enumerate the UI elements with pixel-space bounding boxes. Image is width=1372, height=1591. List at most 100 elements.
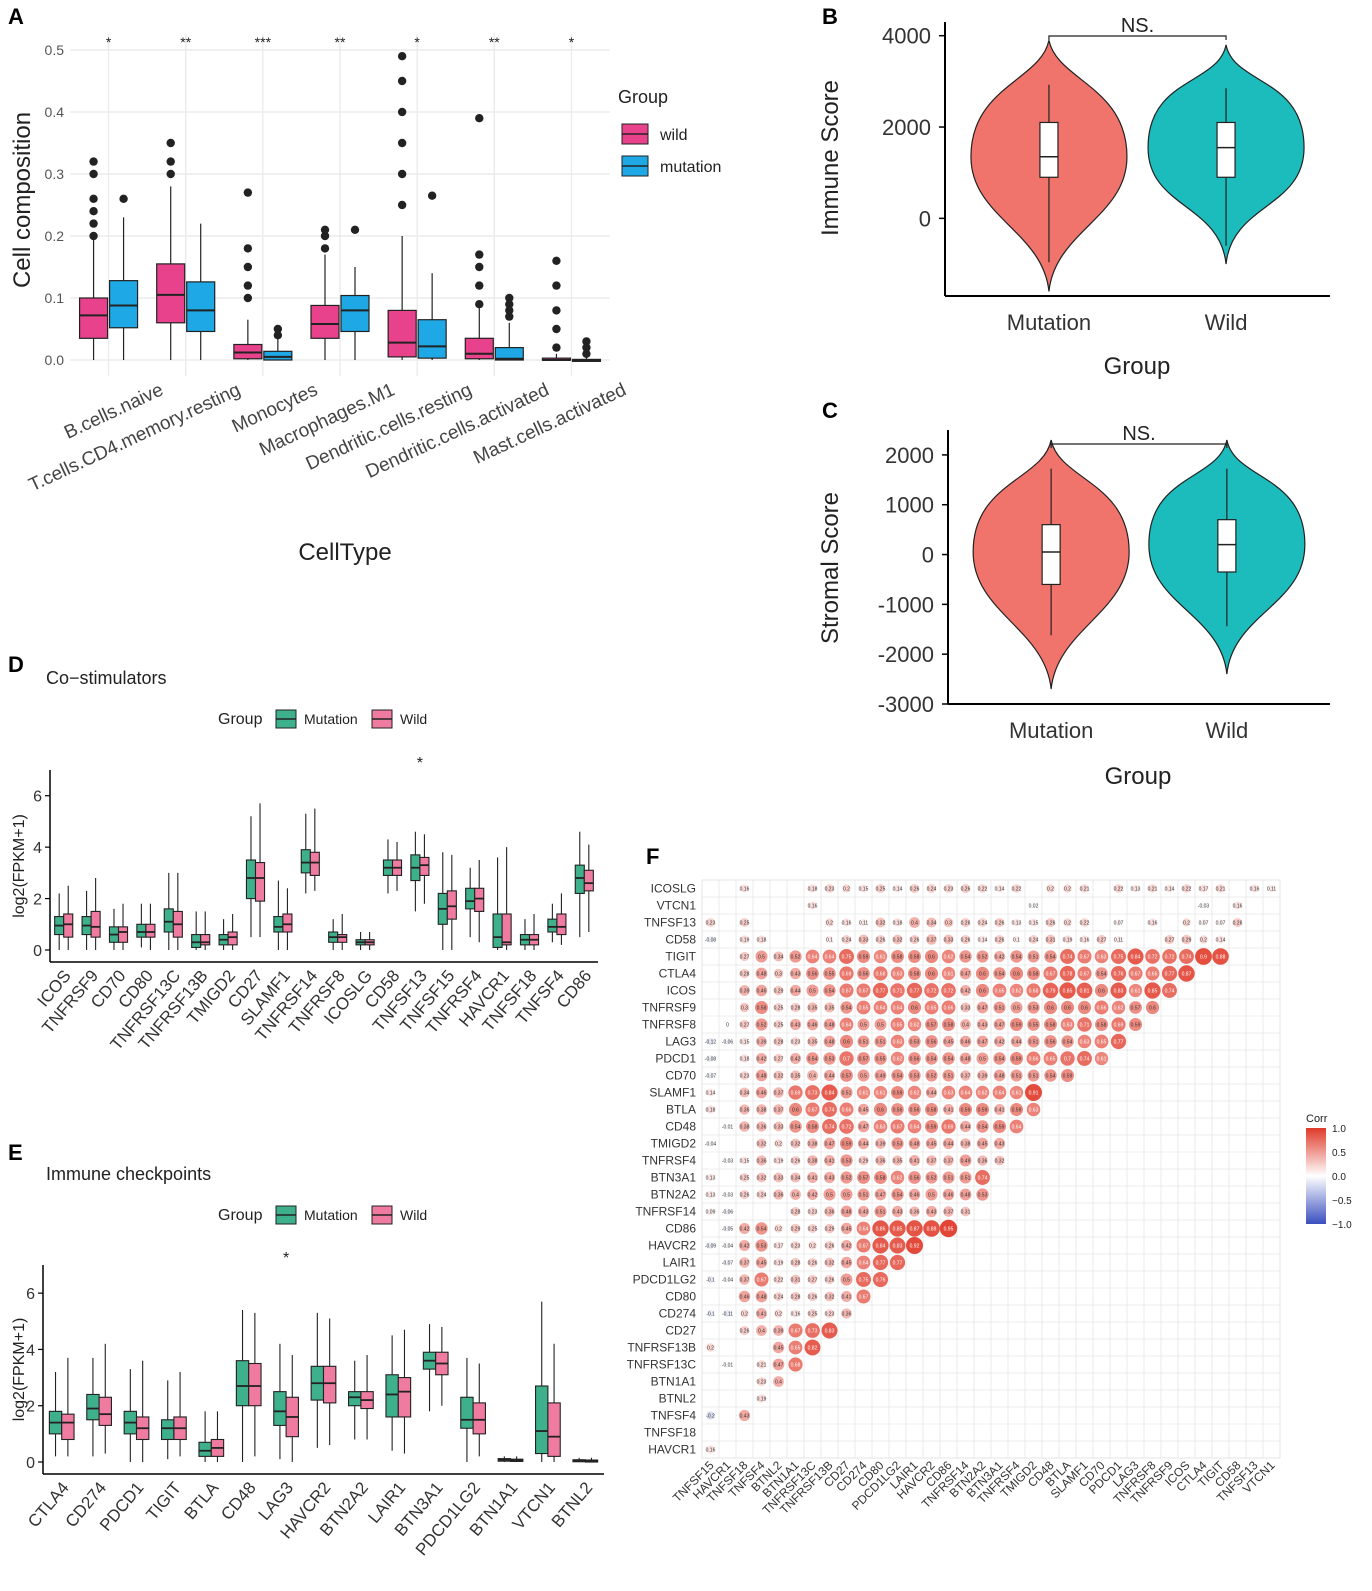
corr-value: 0.31 xyxy=(1046,938,1056,944)
corr-value: 0.54 xyxy=(1046,955,1056,961)
corr-value: 0.25 xyxy=(876,887,886,893)
corr-value: 0.52 xyxy=(927,1074,937,1080)
corr-value: 0.58 xyxy=(910,955,920,961)
corr-value: 0.24 xyxy=(842,938,852,944)
corr-circle xyxy=(789,1018,802,1031)
corr-circle xyxy=(993,1035,1006,1048)
corr-value: 0.53 xyxy=(893,1142,903,1148)
corr-circle xyxy=(1250,884,1259,893)
corr-circle xyxy=(773,985,784,996)
corr-value: 0.65 xyxy=(859,1006,869,1012)
corr-circle xyxy=(840,1154,853,1167)
corr-value: 0.66 xyxy=(1097,1006,1107,1012)
corr-value: 0.4 xyxy=(775,1380,782,1386)
corr-circle xyxy=(890,1051,905,1066)
outlier-point xyxy=(89,169,98,179)
significance-mark: * xyxy=(283,1250,289,1267)
outlier-point xyxy=(320,231,330,241)
corr-circle xyxy=(857,967,870,980)
outlier-point xyxy=(505,300,514,309)
corr-circle xyxy=(1128,983,1143,998)
corr-value: 0.41 xyxy=(825,1159,835,1165)
significance-annotation: NS. xyxy=(1121,15,1154,37)
outlier-point xyxy=(119,194,128,203)
corr-circle xyxy=(790,1002,801,1013)
box-mutation xyxy=(263,350,293,361)
box-wild xyxy=(145,923,156,938)
corr-circle xyxy=(755,1256,768,1269)
corr-value: 0.35 xyxy=(808,1006,818,1012)
corr-value: -0.03 xyxy=(722,1159,734,1165)
corr-circle xyxy=(1060,1068,1075,1083)
box-mutation xyxy=(108,280,139,329)
corr-circle xyxy=(943,934,954,945)
corr-circle xyxy=(755,950,768,963)
corr-circle xyxy=(808,1241,817,1250)
corr-circle xyxy=(909,917,920,928)
corr-value: 0.56 xyxy=(910,1108,920,1114)
y-tick-label: 0 xyxy=(26,1455,35,1472)
outlier-point xyxy=(320,244,330,253)
corr-circle xyxy=(1127,948,1144,965)
corr-circle xyxy=(1010,1035,1023,1048)
corr-circle xyxy=(755,1290,768,1303)
corr-circle xyxy=(791,1037,800,1046)
corr-circle xyxy=(960,883,971,894)
legend-title: Group xyxy=(618,87,668,107)
legend-label: Wild xyxy=(400,711,427,727)
corr-circle xyxy=(1060,1051,1075,1066)
corr-circle xyxy=(823,1069,836,1082)
corr-circle xyxy=(858,934,869,945)
significance-mark: * xyxy=(569,34,575,50)
corr-value: 0.55 xyxy=(876,1057,886,1063)
corr-circle xyxy=(856,1238,871,1253)
row-label: BTN2A2 xyxy=(651,1188,697,1202)
row-label: TIGIT xyxy=(665,950,696,964)
corr-circle xyxy=(807,1257,818,1268)
corr-circle xyxy=(1009,1051,1024,1066)
corr-value: 0.57 xyxy=(927,1023,937,1029)
corr-circle xyxy=(739,1121,750,1132)
corr-value: 0.88 xyxy=(927,1227,937,1233)
corr-value: 0.9 xyxy=(1200,955,1207,961)
corr-value: 0.46 xyxy=(808,1023,818,1029)
x-tick-label: TIGIT xyxy=(142,1478,184,1524)
corr-value: 0.47 xyxy=(859,1125,869,1131)
corr-value: 0.36 xyxy=(876,1159,886,1165)
corr-value: 0.14 xyxy=(978,938,988,944)
outlier-point xyxy=(397,169,407,179)
corr-value: 0.24 xyxy=(1029,938,1039,944)
panel-f-label: F xyxy=(646,844,659,869)
row-label: SLAMF1 xyxy=(649,1086,696,1100)
corr-value: 0.26 xyxy=(995,938,1005,944)
corr-value: -0.09 xyxy=(705,1244,717,1250)
corr-circle xyxy=(891,1205,904,1218)
corr-circle xyxy=(825,935,834,944)
corr-value: 0.36 xyxy=(978,1159,988,1165)
corr-value: 0.32 xyxy=(791,1142,801,1148)
corr-circle xyxy=(941,1000,956,1015)
outlier-point xyxy=(552,306,561,315)
row-label: TNFRSF13B xyxy=(627,1341,696,1355)
y-tick-label: 2000 xyxy=(885,443,934,468)
outlier-point xyxy=(320,225,330,234)
corr-value: 0.44 xyxy=(825,1074,835,1080)
corr-value: -0.1 xyxy=(706,1312,715,1318)
corr-value: 0.77 xyxy=(876,989,886,995)
corr-value: 0.46 xyxy=(740,1295,750,1301)
corr-circle xyxy=(805,1102,820,1117)
corr-value: 0.51 xyxy=(944,1074,954,1080)
row-label: TNFRSF14 xyxy=(635,1205,696,1219)
corr-circle xyxy=(856,1272,871,1287)
corr-value: 0.21 xyxy=(1148,887,1158,893)
corr-circle xyxy=(891,1103,904,1116)
corr-value: 0.41 xyxy=(757,1312,767,1318)
corr-circle xyxy=(822,1119,837,1134)
corr-circle xyxy=(825,884,834,893)
box-wild xyxy=(156,263,186,324)
corr-circle xyxy=(908,1035,921,1048)
corr-value: 0.23 xyxy=(808,1210,818,1216)
corr-value: -0.04 xyxy=(722,1278,734,1284)
corr-circle xyxy=(806,1188,819,1201)
corr-circle xyxy=(773,1087,784,1098)
